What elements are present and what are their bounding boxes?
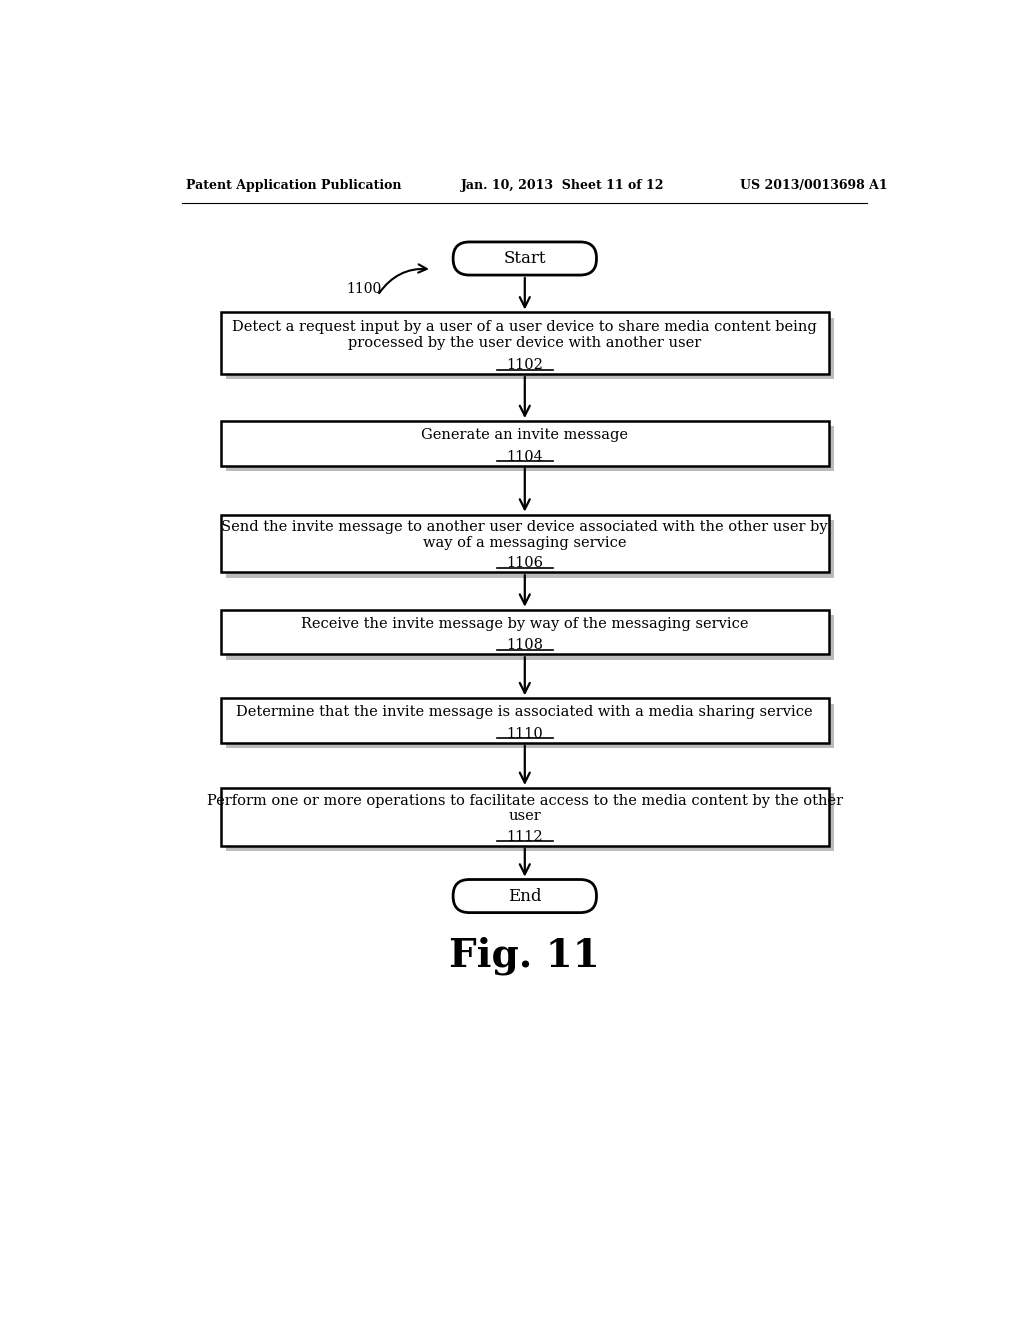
Text: way of a messaging service: way of a messaging service bbox=[423, 536, 627, 550]
Text: processed by the user device with another user: processed by the user device with anothe… bbox=[348, 335, 701, 350]
Text: 1110: 1110 bbox=[507, 727, 543, 741]
Text: 1102: 1102 bbox=[506, 358, 544, 372]
Text: 1104: 1104 bbox=[506, 450, 544, 463]
FancyBboxPatch shape bbox=[226, 520, 835, 578]
Text: 1100: 1100 bbox=[347, 282, 382, 296]
FancyBboxPatch shape bbox=[220, 698, 829, 743]
FancyBboxPatch shape bbox=[226, 426, 835, 471]
FancyBboxPatch shape bbox=[220, 515, 829, 573]
FancyBboxPatch shape bbox=[226, 704, 835, 748]
Text: Start: Start bbox=[504, 249, 546, 267]
Text: US 2013/0013698 A1: US 2013/0013698 A1 bbox=[740, 178, 888, 191]
Text: Patent Application Publication: Patent Application Publication bbox=[186, 178, 401, 191]
FancyBboxPatch shape bbox=[226, 318, 835, 379]
Text: Perform one or more operations to facilitate access to the media content by the : Perform one or more operations to facili… bbox=[207, 793, 843, 808]
Text: user: user bbox=[509, 809, 541, 824]
FancyBboxPatch shape bbox=[220, 421, 829, 466]
FancyBboxPatch shape bbox=[453, 242, 597, 275]
Text: 1112: 1112 bbox=[507, 830, 543, 843]
Text: 1108: 1108 bbox=[506, 639, 544, 652]
FancyBboxPatch shape bbox=[226, 793, 835, 851]
FancyBboxPatch shape bbox=[453, 879, 597, 912]
FancyBboxPatch shape bbox=[220, 610, 829, 655]
Text: Detect a request input by a user of a user device to share media content being: Detect a request input by a user of a us… bbox=[232, 321, 817, 334]
Text: Receive the invite message by way of the messaging service: Receive the invite message by way of the… bbox=[301, 616, 749, 631]
Text: Jan. 10, 2013  Sheet 11 of 12: Jan. 10, 2013 Sheet 11 of 12 bbox=[461, 178, 665, 191]
FancyBboxPatch shape bbox=[220, 788, 829, 846]
FancyBboxPatch shape bbox=[220, 313, 829, 374]
Text: Determine that the invite message is associated with a media sharing service: Determine that the invite message is ass… bbox=[237, 705, 813, 719]
Text: 1106: 1106 bbox=[506, 557, 544, 570]
Text: Send the invite message to another user device associated with the other user by: Send the invite message to another user … bbox=[221, 520, 828, 535]
Text: End: End bbox=[508, 887, 542, 904]
Text: Generate an invite message: Generate an invite message bbox=[421, 428, 629, 442]
Text: Fig. 11: Fig. 11 bbox=[450, 936, 600, 974]
FancyBboxPatch shape bbox=[226, 615, 835, 660]
